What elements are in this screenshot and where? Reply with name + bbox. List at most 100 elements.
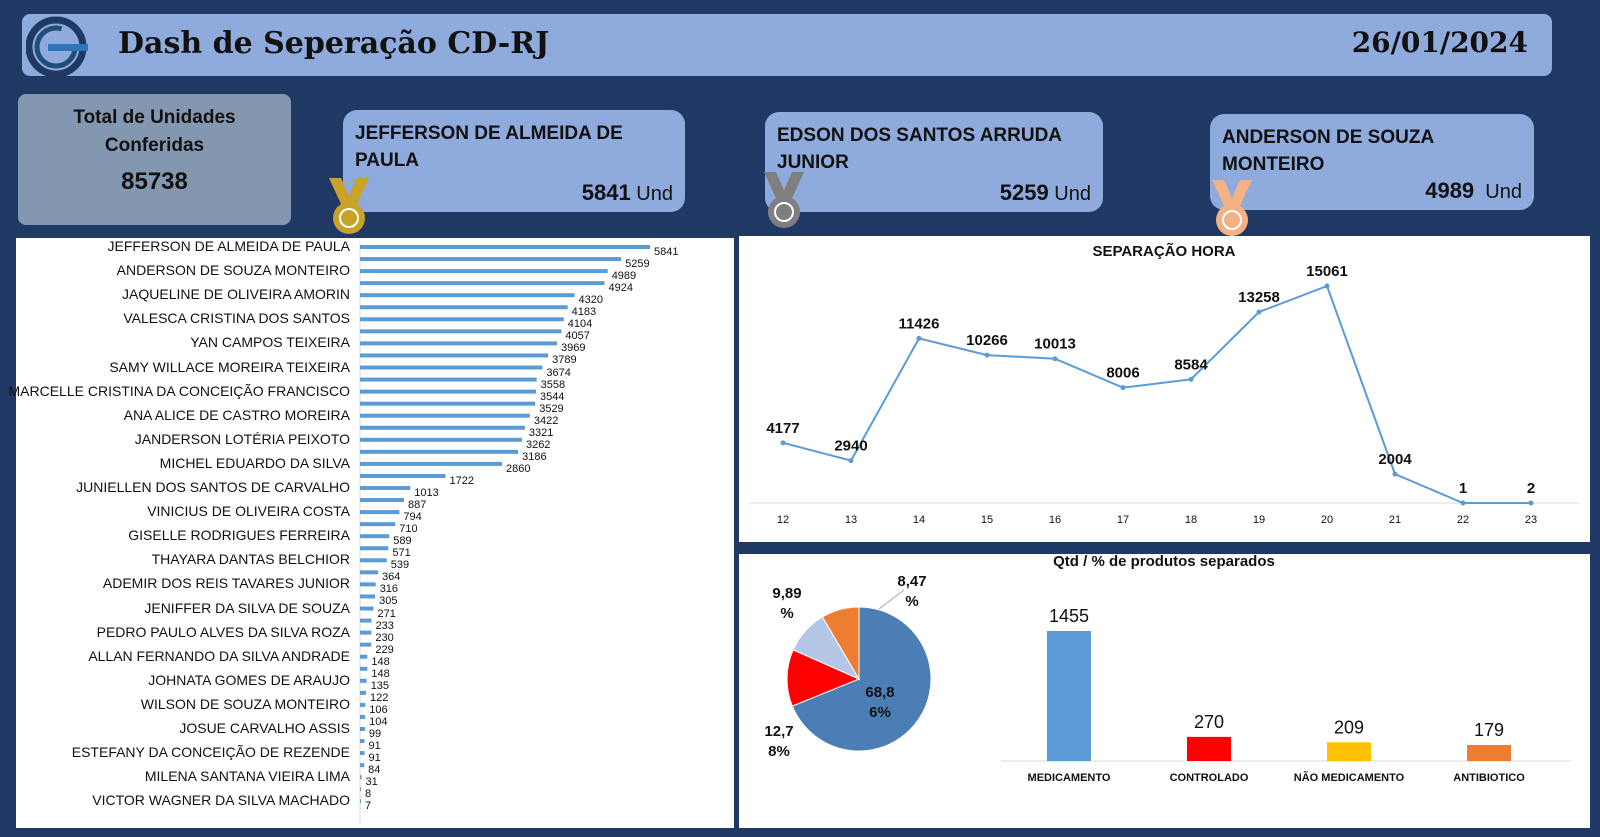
ranking-bar: [360, 461, 502, 466]
line-point: [1120, 385, 1126, 391]
podium-first-value: 5841 Und: [581, 180, 673, 205]
ranking-bar: [360, 510, 400, 515]
podium-third-name: ANDERSON DE SOUZA MONTEIRO: [1222, 127, 1434, 175]
ranking-name-label: JUNIELLEN DOS SANTOS DE CARVALHO: [76, 479, 350, 495]
ranking-bar-label: 84: [368, 764, 381, 777]
ranking-bar: [360, 486, 411, 490]
line-point: [1392, 471, 1398, 477]
line-x-tick: 19: [1253, 514, 1265, 526]
products-x-tick: ANTIBIOTICO: [1453, 772, 1525, 784]
ranking-bar-label: 3674: [546, 366, 571, 379]
ranking-bar-label: 3529: [539, 402, 564, 415]
line-x-tick: 22: [1457, 514, 1469, 526]
ranking-bar: [360, 702, 366, 707]
hourly-line-chart: SEPARAÇÃO HORA41771229401311426141026615…: [749, 242, 1579, 526]
ranking-bar: [360, 606, 374, 611]
ranking-bar: [360, 642, 372, 647]
ranking-bar-label: 3789: [552, 354, 577, 367]
ranking-bar: [360, 630, 372, 635]
line-point-label: 10013: [1034, 336, 1076, 353]
ranking-bar-label: 4057: [565, 330, 590, 343]
ranking-bar-label: 3544: [539, 390, 565, 403]
podium-second-name: EDSON DOS SANTOS ARRUDA JUNIOR: [777, 125, 1062, 173]
ranking-bar-label: 271: [377, 607, 396, 620]
line-point: [848, 458, 854, 464]
line-x-tick: 23: [1525, 514, 1537, 526]
ranking-bar: [360, 329, 562, 334]
ranking-name-label: JENIFFER DA SILVA DE SOUZA: [144, 599, 350, 616]
products-chart-title: Qtd / % de produtos separados: [1053, 554, 1275, 570]
ranking-bar-label: 148: [371, 667, 390, 680]
ranking-bar: [360, 365, 543, 370]
line-point-label: 2940: [834, 438, 867, 455]
line-point: [1324, 283, 1330, 289]
ranking-bar-label: 4989: [611, 270, 637, 283]
line-point: [1256, 309, 1262, 315]
ranking-bar: [360, 353, 549, 358]
ranking-name-label: MICHEL EDUARDO DA SILVA: [159, 454, 350, 471]
ranking-bar-label: 4320: [578, 294, 603, 307]
ranking-bar-label: 106: [369, 703, 388, 716]
products-bar: [1047, 631, 1091, 761]
ranking-bar-label: 589: [393, 535, 412, 548]
ranking-bar: [360, 751, 365, 756]
ranking-name-label: VALESCA CRISTINA DOS SANTOS: [123, 310, 350, 327]
line-x-tick: 21: [1389, 514, 1401, 526]
ranking-name-label: THAYARA DANTAS BELCHIOR: [151, 551, 350, 568]
ranking-bar-label: 794: [403, 511, 422, 524]
ranking-bar: [360, 678, 367, 683]
ranking-bar: [360, 594, 376, 599]
ranking-bar: [360, 377, 537, 382]
ranking-bar: [360, 437, 522, 442]
ranking-bar: [360, 293, 575, 298]
ranking-name-label: ESTEFANY DA CONCEIÇÃO DE REZENDE: [71, 744, 350, 761]
gold-medal-icon: [329, 178, 369, 234]
ranking-bar-label: 3969: [561, 342, 586, 355]
ranking-bar: [360, 546, 389, 551]
ranking-bar-label: 148: [371, 655, 390, 668]
products-bar-label: 270: [1194, 712, 1224, 732]
ranking-bar-label: 230: [375, 631, 394, 644]
line-point: [1052, 356, 1058, 362]
pie-leader-line: [878, 589, 905, 610]
products-bar-label: 209: [1334, 717, 1364, 737]
products-panel: Qtd / % de produtos separados 68,8 6% 12,7 8…: [739, 553, 1590, 828]
ranking-bar: [360, 305, 568, 310]
ranking-bar-label: 7: [365, 800, 372, 813]
ranking-bar-label: 135: [370, 679, 390, 692]
ranking-name-label: PEDRO PAULO ALVES DA SILVA ROZA: [96, 623, 350, 640]
pie-slice-label: 9,89%: [772, 585, 801, 622]
page-title: Dash de Seperação CD-RJ: [118, 26, 550, 61]
ranking-bar: [360, 401, 536, 406]
line-x-tick: 14: [913, 514, 925, 526]
line-x-tick: 13: [845, 514, 857, 526]
products-chart: Qtd / % de produtos separados 68,8 6% 12,7 8…: [764, 553, 1571, 784]
line-point-label: 1: [1459, 480, 1467, 497]
ranking-bar-label: 229: [375, 643, 394, 656]
line-point: [1460, 500, 1466, 506]
ranking-bar: [360, 714, 366, 719]
ranking-bar-label: 571: [392, 547, 411, 560]
products-bar: [1327, 742, 1371, 761]
ranking-name-label: VICTOR WAGNER DA SILVA MACHADO: [92, 792, 350, 809]
pie-slice: [786, 649, 861, 707]
ranking-bar-label: 3558: [540, 378, 566, 391]
ranking-bar: [360, 281, 605, 286]
ranking-name-label: MILENA SANTANA VIEIRA LIMA: [144, 768, 350, 785]
hourly-line-panel: SEPARAÇÃO HORA 4177 12 2940 13 11426 14 10266 15…: [739, 236, 1590, 542]
pie-slice: [821, 606, 860, 681]
ranking-bar: [360, 473, 446, 478]
ranking-bar-label: 8: [365, 788, 372, 801]
ranking-bar: [360, 690, 367, 695]
ranking-bar-label: 1722: [449, 474, 474, 487]
line-point-label: 15061: [1306, 263, 1348, 280]
ranking-name-label: ALLAN FERNANDO DA SILVA ANDRADE: [88, 647, 350, 664]
podium-card-third: ANDERSON DE SOUZA MONTEIRO 4989 Und: [1210, 114, 1534, 210]
line-x-tick: 18: [1185, 514, 1197, 526]
line-x-tick: 17: [1117, 514, 1129, 526]
ranking-bar-label: 5841: [654, 246, 679, 258]
ranking-bar: [360, 413, 530, 418]
ranking-name-label: ADEMIR DOS REIS TAVARES JUNIOR: [102, 575, 350, 592]
line-point: [780, 440, 786, 446]
ranking-bar: [360, 763, 365, 768]
